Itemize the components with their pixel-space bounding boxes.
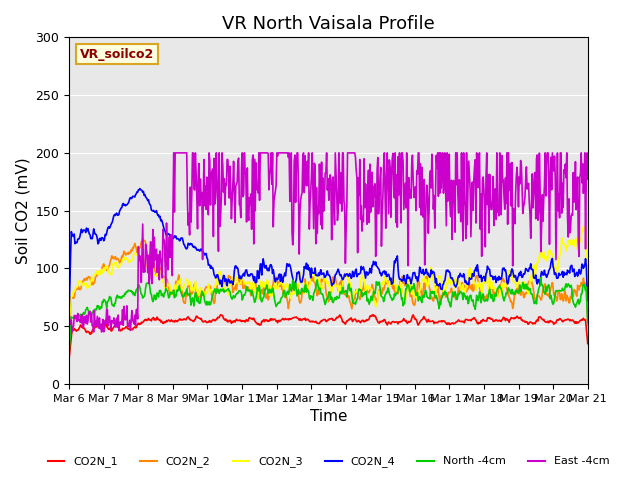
CO2N_2 xyxy=(65,335,73,340)
North -4cm xyxy=(406,289,414,295)
CO2N_4 xyxy=(209,265,216,271)
East -4cm xyxy=(68,329,76,335)
CO2N_3 xyxy=(584,281,591,287)
East -4cm xyxy=(209,234,217,240)
Line: CO2N_2: CO2N_2 xyxy=(69,239,588,337)
CO2N_1 xyxy=(217,312,225,318)
Y-axis label: Soil CO2 (mV): Soil CO2 (mV) xyxy=(15,157,30,264)
CO2N_2 xyxy=(584,323,591,328)
CO2N_2 xyxy=(128,248,136,254)
North -4cm xyxy=(180,290,188,296)
CO2N_3 xyxy=(391,282,399,288)
CO2N_4 xyxy=(65,306,73,312)
CO2N_3 xyxy=(65,337,73,343)
CO2N_4 xyxy=(392,256,400,262)
CO2N_3 xyxy=(128,257,136,263)
CO2N_4 xyxy=(181,244,189,250)
CO2N_1 xyxy=(75,326,83,332)
North -4cm xyxy=(65,348,73,354)
CO2N_1 xyxy=(392,319,400,325)
North -4cm xyxy=(391,293,399,299)
North -4cm xyxy=(75,314,83,320)
CO2N_4 xyxy=(136,186,143,192)
North -4cm xyxy=(537,275,545,280)
North -4cm xyxy=(584,319,591,325)
CO2N_1 xyxy=(407,318,415,324)
CO2N_4 xyxy=(584,298,591,303)
X-axis label: Time: Time xyxy=(310,409,347,424)
Line: CO2N_1: CO2N_1 xyxy=(69,315,588,358)
East -4cm xyxy=(129,317,136,323)
CO2N_3 xyxy=(180,283,188,288)
CO2N_1 xyxy=(65,355,73,361)
CO2N_2 xyxy=(139,236,147,241)
CO2N_2 xyxy=(407,292,415,298)
East -4cm xyxy=(170,150,177,156)
CO2N_2 xyxy=(392,291,400,297)
Line: CO2N_4: CO2N_4 xyxy=(69,189,588,309)
East -4cm xyxy=(182,150,190,156)
Legend: CO2N_1, CO2N_2, CO2N_3, CO2N_4, North -4cm, East -4cm: CO2N_1, CO2N_2, CO2N_3, CO2N_4, North -4… xyxy=(43,452,614,472)
East -4cm xyxy=(65,308,73,314)
CO2N_2 xyxy=(75,284,83,290)
North -4cm xyxy=(208,295,216,301)
CO2N_1 xyxy=(208,318,216,324)
CO2N_2 xyxy=(209,294,216,300)
Line: North -4cm: North -4cm xyxy=(69,277,588,351)
CO2N_2 xyxy=(181,300,189,306)
Line: East -4cm: East -4cm xyxy=(69,153,588,332)
CO2N_3 xyxy=(75,278,83,284)
East -4cm xyxy=(393,172,401,178)
CO2N_3 xyxy=(580,224,588,229)
CO2N_1 xyxy=(584,341,591,347)
CO2N_4 xyxy=(75,236,83,242)
Title: VR North Vaisala Profile: VR North Vaisala Profile xyxy=(222,15,435,33)
Line: CO2N_3: CO2N_3 xyxy=(69,227,588,340)
CO2N_1 xyxy=(180,316,188,322)
CO2N_1 xyxy=(128,327,136,333)
CO2N_3 xyxy=(208,288,216,294)
North -4cm xyxy=(128,289,136,295)
Text: VR_soilco2: VR_soilco2 xyxy=(79,48,154,61)
East -4cm xyxy=(408,161,415,167)
CO2N_3 xyxy=(406,281,414,287)
East -4cm xyxy=(584,177,591,182)
East -4cm xyxy=(76,317,83,323)
CO2N_4 xyxy=(128,195,136,201)
CO2N_4 xyxy=(407,281,415,287)
